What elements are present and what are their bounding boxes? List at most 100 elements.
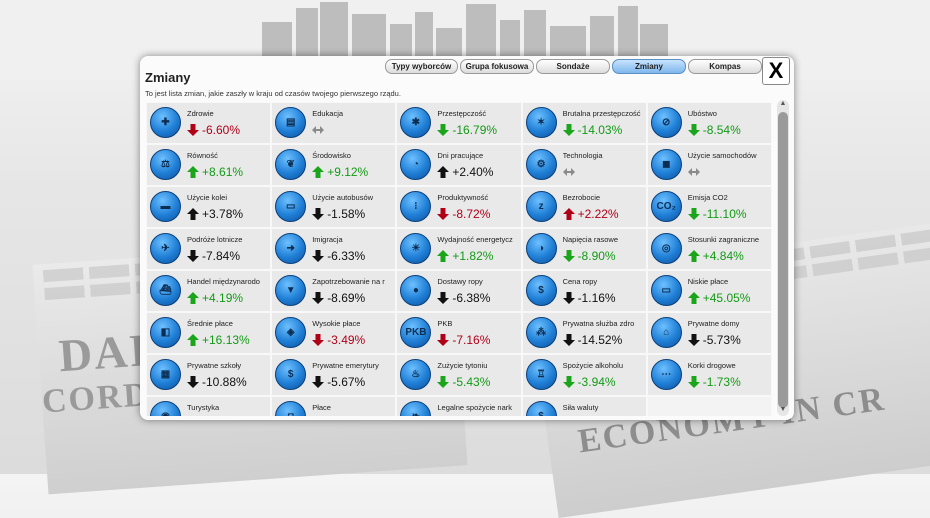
oil-demand-icon-glyph: ▼ [285,285,296,296]
traffic-icon-glyph: ⋯ [661,369,672,380]
change-item-value: -14.52% [577,333,623,347]
air-travel-icon-glyph: ✈ [161,243,170,254]
tab-compass[interactable]: Kompas [688,59,762,74]
private-pensions-icon-glyph: $ [287,369,294,380]
change-item: z Bezrobocie +2.22% [521,186,647,228]
change-item-value: -6.60% [202,123,241,137]
scroll-thumb[interactable] [778,112,788,408]
change-item: ⚖ Równość +8.61% [146,144,272,186]
arrow-down-icon [687,375,700,388]
rail-icon: ▬ [150,191,181,222]
arrow-down-icon [312,375,325,388]
change-item-value: -8.54% [702,123,741,137]
traffic-icon: ⋯ [650,359,682,390]
arrow-up-icon [687,291,700,304]
arrow-neutral-icon [312,123,325,135]
arrow-down-icon [187,249,199,262]
avg-wages-icon: ◧ [150,317,181,348]
change-item: ➜ Imigracja -6.33% [271,228,397,270]
change-item-label: Ubóstwo [687,109,717,118]
low-wages-icon-glyph: ▭ [661,285,671,296]
change-item: ☀ Wydajność energetycz +1.82% [396,228,522,270]
change-item-label: Prywatne domy [687,319,740,328]
change-item: ▦ Prywatne szkoły -10.88% [146,354,272,396]
crime-icon-glyph: ✱ [411,117,421,128]
change-item: ♖ Spożycie alkoholu -3.94% [521,354,647,396]
change-item-value: -6.38% [452,291,491,305]
tobacco-icon: ♨ [400,359,432,390]
arrow-down-icon [687,123,700,136]
arrow-down-icon [437,333,450,346]
close-button[interactable]: X [762,57,790,85]
change-item-value: -1.16% [577,291,616,305]
change-item-label: Użycie samochodów [687,151,757,160]
change-item-label: Brutalna przestępczość [562,109,641,118]
change-item-value: -3.94% [577,375,616,389]
private-schools-icon-glyph: ▦ [160,369,171,380]
tab-focus-group[interactable]: Grupa fokusowa [460,59,534,74]
private-housing-icon: ⌂ [650,317,682,348]
change-item: ⚙ Technologia [521,144,647,186]
arrow-down-icon [687,333,700,346]
air-travel-icon: ✈ [150,233,181,264]
change-item-label: Turystyka [187,403,220,412]
change-item: $ Prywatne emerytury -5.67% [271,354,397,396]
arrow-up-icon [437,165,450,178]
productivity-icon-glyph: ⁝ [414,201,418,212]
oil-price-icon-glyph: $ [538,285,544,296]
page-title: Zmiany [145,70,191,85]
arrow-up-icon [562,207,575,220]
foreign-relations-icon-glyph: ◎ [661,243,671,254]
change-item-value: -10.88% [202,375,247,389]
arrow-down-icon [437,291,450,304]
oil-supply-icon: ● [400,275,432,306]
change-item: ✈ Podróże lotnicze -7.84% [146,228,272,270]
change-item: ◼ Użycie samochodów [646,144,772,186]
change-item: CO₂ Emisja CO2 -11.10% [646,186,772,228]
bus-icon-glyph: ▭ [285,201,296,212]
change-item-label: PKB [437,319,453,328]
tobacco-icon-glyph: ♨ [411,369,421,380]
change-item: ◑ Napięcia rasowe -8.90% [521,228,647,270]
change-item-label: Wydajność energetycz [437,235,513,244]
change-item-value: -3.49% [327,333,366,347]
change-item: ▭ Użycie autobusów -1.58% [271,186,397,228]
scroll-up-button[interactable]: ▲ [779,100,787,107]
change-item-label: Technologia [562,151,603,160]
co2-icon: CO₂ [650,191,682,222]
high-wages-icon-glyph: ◈ [286,327,295,338]
change-item-value: -1.58% [327,207,366,221]
arrow-down-icon [562,123,575,136]
change-item-label: Spożycie alkoholu [562,361,624,370]
change-item-label: Podróże lotnicze [187,235,243,244]
change-item: ⁝ Produktywność -8.72% [396,186,522,228]
change-item-value: -7.84% [202,249,241,263]
scroll-down-button[interactable]: ▼ [779,406,787,413]
change-item-value: -16.79% [452,123,498,137]
change-item-value: -5.73% [702,333,741,347]
arrow-down-icon [562,375,575,388]
change-item-label: Edukacja [312,109,344,118]
trade-icon-glyph: ⛴ [159,285,172,296]
change-item-label: Handel międzynarodo [187,277,260,286]
racial-tension-icon: ◑ [525,233,557,264]
private-schools-icon: ▦ [150,359,181,390]
change-item: ▤ Edukacja [271,102,397,144]
tab-changes[interactable]: Zmiany [612,59,686,74]
alcohol-icon: ♖ [525,359,557,390]
bus-icon: ▭ [275,191,307,222]
change-item [646,396,772,416]
change-item-label: Prywatne szkoły [187,361,242,370]
legal-drugs-icon-glyph: ❧ [412,411,420,416]
changes-dialog: Typy wyborców Grupa fokusowa Sondaże Zmi… [140,56,794,420]
change-item-value: -5.67% [327,375,366,389]
arrow-up-icon [687,249,700,262]
gdp-icon-glyph: PKB [405,327,427,338]
energy-efficiency-icon: ☀ [400,233,432,264]
tab-polls[interactable]: Sondaże [536,59,610,74]
tab-voter-types[interactable]: Typy wyborców [385,59,458,74]
scrollbar[interactable]: ▲ ▼ [777,100,789,416]
change-item: ⌂ Prywatne domy -5.73% [646,312,772,354]
arrow-up-icon [187,165,199,178]
oil-supply-icon-glyph: ● [412,285,419,296]
